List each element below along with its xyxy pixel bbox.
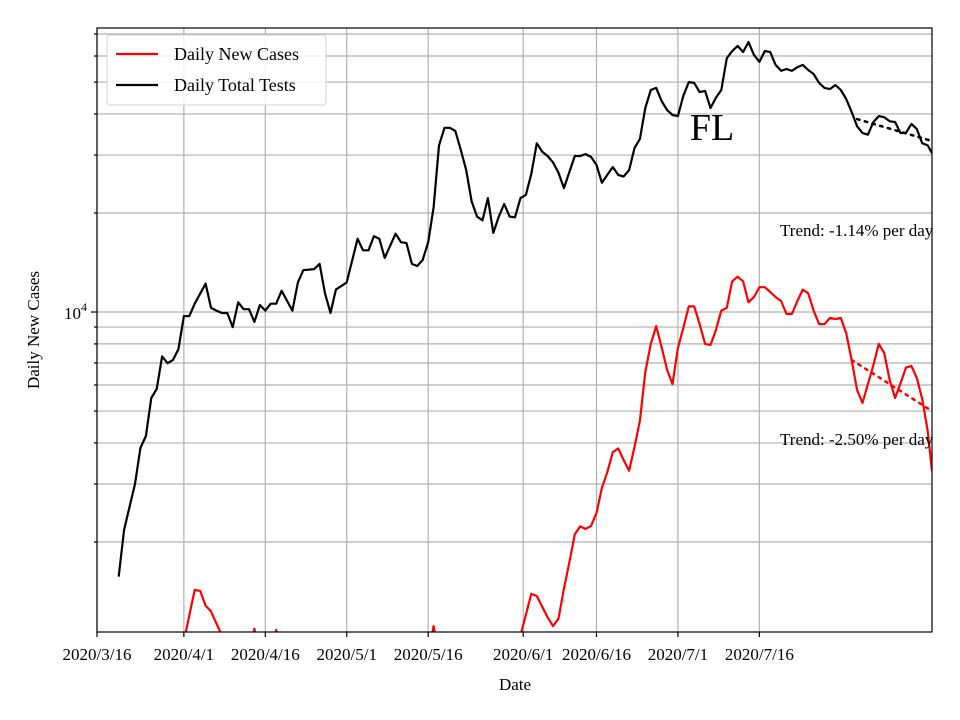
y-tick-label: 104 (64, 300, 87, 323)
x-tick-label: 2020/6/1 (493, 645, 553, 664)
trend-line-cases (850, 358, 932, 413)
trend-label-tests: Trend: -1.14% per day (780, 221, 934, 240)
series-daily-total-tests (117, 40, 932, 577)
legend-label-cases: Daily New Cases (174, 44, 299, 64)
plot-area (117, 40, 932, 632)
trend-label-cases: Trend: -2.50% per day (780, 430, 934, 449)
x-tick-label: 2020/5/16 (394, 645, 463, 664)
x-tick-label: 2020/4/1 (154, 645, 214, 664)
x-tick-label: 2020/3/16 (63, 645, 132, 664)
x-axis-label: Date (499, 675, 531, 694)
x-tick-label: 2020/7/16 (725, 645, 794, 664)
series-daily-new-cases (184, 275, 932, 632)
ticks: 2020/3/16 2020/4/1 2020/4/16 2020/5/1 2020/5… (63, 33, 794, 664)
chart-title: FL (690, 107, 734, 149)
legend: Daily New Cases Daily Total Tests (106, 34, 327, 106)
axes-frame (96, 27, 933, 633)
grid (96, 28, 932, 632)
x-tick-label: 2020/5/1 (317, 645, 377, 664)
y-axis-label: Daily New Cases (24, 271, 43, 389)
x-tick-label: 2020/6/16 (562, 645, 631, 664)
trend-line-tests (855, 117, 932, 143)
x-tick-label: 2020/7/1 (648, 645, 708, 664)
x-tick-label: 2020/4/16 (231, 645, 300, 664)
legend-label-tests: Daily Total Tests (174, 75, 296, 95)
